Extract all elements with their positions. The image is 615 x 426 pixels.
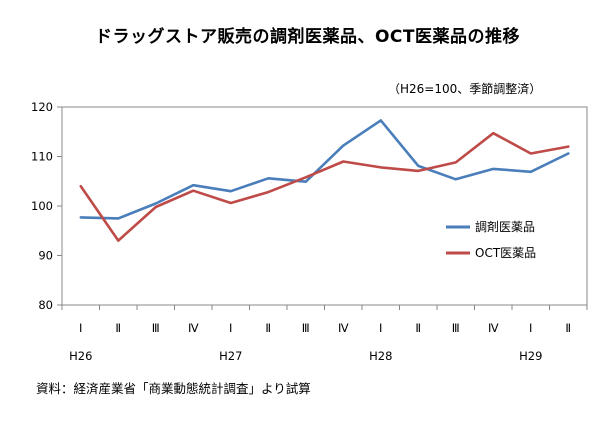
x-tick-label: Ⅲ xyxy=(302,321,310,335)
legend-label: OCT医薬品 xyxy=(475,246,536,260)
x-tick-label: Ⅳ xyxy=(488,321,499,335)
year-label: H26 xyxy=(69,349,92,363)
plot-area xyxy=(61,106,588,306)
x-tick-label: Ⅰ xyxy=(79,321,82,335)
x-tick-label: Ⅳ xyxy=(188,321,199,335)
y-tick-label: 100 xyxy=(31,199,53,213)
y-tick-label: 120 xyxy=(31,100,53,114)
year-label: H27 xyxy=(219,349,242,363)
unit-note: （H26=100、季節調整済） xyxy=(388,82,542,96)
series-line-2 xyxy=(79,131,570,242)
source-note: 資料：経済産業省「商業動態統計調査」より試算 xyxy=(36,381,311,396)
x-tick-label: Ⅱ xyxy=(265,321,271,335)
x-tick-label: Ⅱ xyxy=(415,321,421,335)
x-tick-label: Ⅲ xyxy=(452,321,460,335)
chart-title: ドラッグストア販売の調剤医薬品、OCT医薬品の推移 xyxy=(94,27,521,47)
y-tick-label: 110 xyxy=(31,150,53,164)
x-tick-label: Ⅲ xyxy=(152,321,160,335)
x-tick-label: Ⅱ xyxy=(115,321,121,335)
y-tick-label: 80 xyxy=(38,298,53,312)
year-label: H28 xyxy=(369,349,392,363)
x-tick-label: Ⅰ xyxy=(229,321,232,335)
x-tick-label: Ⅳ xyxy=(338,321,349,335)
y-tick-label: 90 xyxy=(38,249,53,263)
year-label: H29 xyxy=(519,349,542,363)
x-tick-label: Ⅰ xyxy=(379,321,382,335)
legend-label: 調剤医薬品 xyxy=(475,219,535,234)
x-tick-label: Ⅱ xyxy=(565,321,571,335)
series-line-1 xyxy=(79,119,570,220)
x-tick-label: Ⅰ xyxy=(529,321,532,335)
